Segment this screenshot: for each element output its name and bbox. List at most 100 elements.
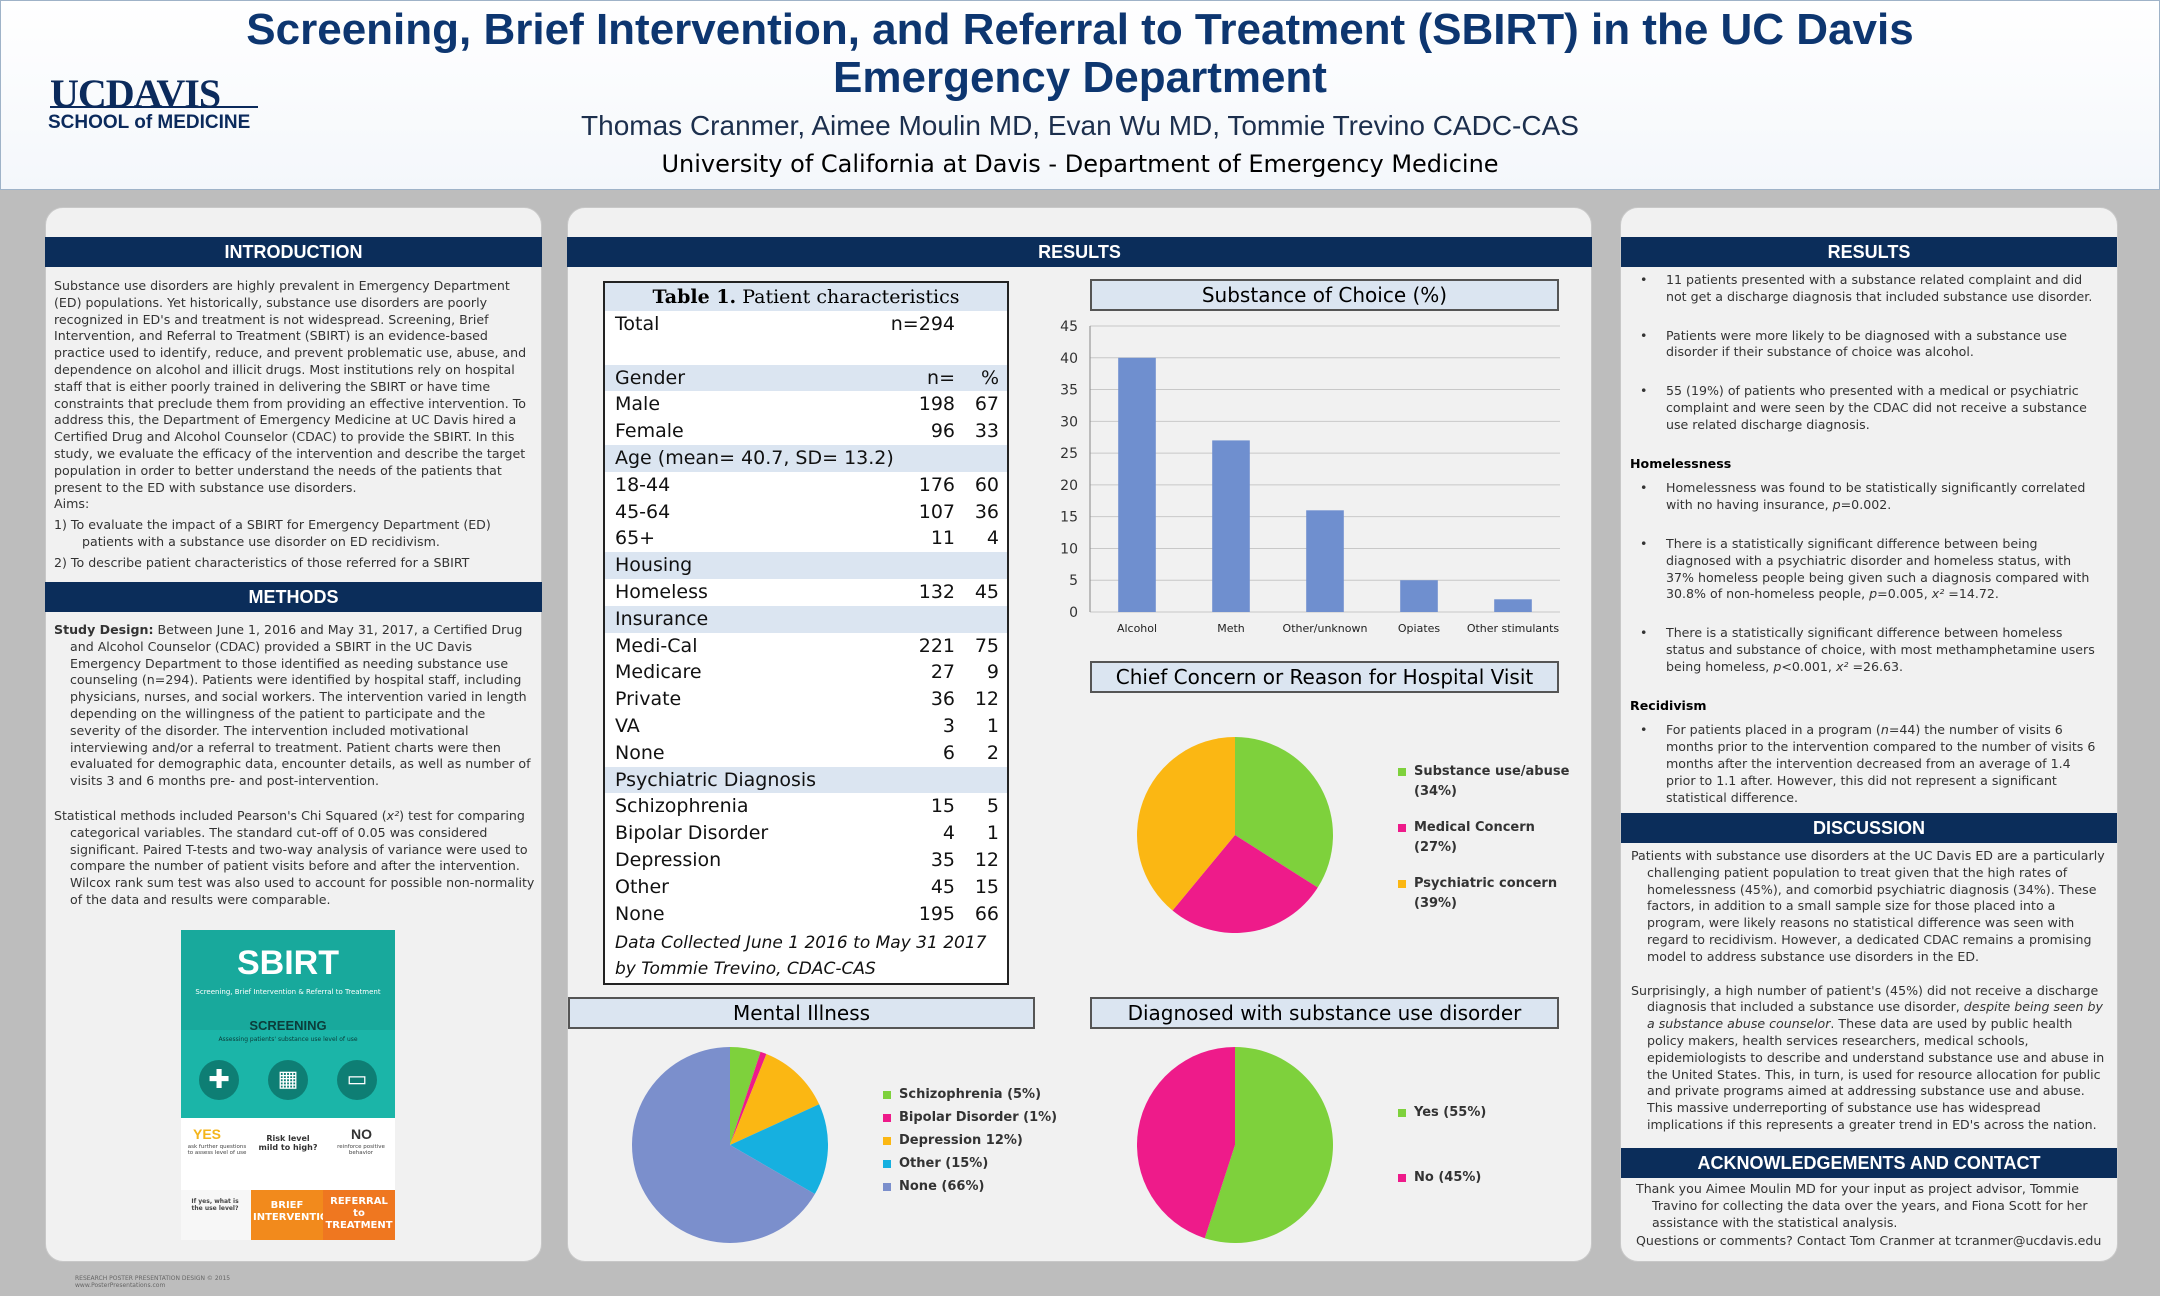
methods-heading: METHODS xyxy=(45,582,542,612)
table-cell-n: 35 xyxy=(930,849,955,871)
bar-y-tick-label: 15 xyxy=(1060,510,1078,526)
legend-label: None (66%) xyxy=(899,1179,985,1194)
bar-other-stimulants xyxy=(1494,599,1532,612)
table-cell-label: 65+ xyxy=(615,527,656,550)
homeless-bullet-2: There is a statistically significant dif… xyxy=(1630,536,2100,603)
acknowledgements-paragraph: Thank you Aimee Moulin MD for your input… xyxy=(1636,1181,2088,1230)
bar-y-tick-label: 35 xyxy=(1060,383,1078,399)
bar-y-tick-label: 30 xyxy=(1060,414,1078,430)
table-row: Homeless 132 45 xyxy=(605,579,1007,606)
legend-substance-use: Substance use/abuse xyxy=(1398,762,1569,782)
pie-slice-medical-concern xyxy=(1172,835,1318,933)
table-cell-percent: 4 xyxy=(986,527,999,550)
table-cell-label: Housing xyxy=(615,554,693,577)
introduction-heading: INTRODUCTION xyxy=(45,237,542,267)
table-cell-n: 4 xyxy=(942,822,955,845)
result-bullet-3: 55 (19%) of patients who presented with … xyxy=(1630,383,2100,433)
results-right-section: 11 patients presented with a substance r… xyxy=(1630,272,2100,828)
table-row: Depression 35 12 xyxy=(605,847,1007,874)
legend-item: No (45%) xyxy=(1398,1168,1486,1188)
table-cell-label: Female xyxy=(615,420,684,443)
table-cell-percent: 9 xyxy=(986,661,999,684)
sbirt-yes-sub: ask further questions to assess level of… xyxy=(187,1144,247,1156)
legend-substance-use-pct: (34%) xyxy=(1414,784,1457,799)
patient-characteristics-table: Table 1. Patient characteristics Total n=… xyxy=(603,281,1009,985)
footer-credit-line2: www.PosterPresentations.com xyxy=(75,1282,166,1289)
legend-item: Yes (55%) xyxy=(1398,1103,1486,1123)
table-row: Total n=294 xyxy=(605,311,1007,338)
legend-swatch xyxy=(883,1090,891,1099)
chief-concern-legend: Substance use/abuse (34%) Medical Concer… xyxy=(1398,762,1569,914)
medical-cross-icon: ✚ xyxy=(199,1060,239,1100)
homeless-bullet-3: There is a statistically significant dif… xyxy=(1630,625,2100,675)
bar-y-tick-label: 20 xyxy=(1060,478,1078,494)
legend-label: Depression 12%) xyxy=(899,1133,1023,1148)
legend-item: None (66%) xyxy=(883,1177,1057,1197)
footer-credit-line1: RESEARCH POSTER PRESENTATION DESIGN © 20… xyxy=(75,1275,231,1282)
table-cell-label: Gender xyxy=(615,366,686,389)
methods-statistics: Statistical methods included Pearson's C… xyxy=(54,807,535,907)
discussion-heading: DISCUSSION xyxy=(1621,813,2117,843)
diagnosed-legend: Yes (55%) No (45%) xyxy=(1398,1103,1486,1188)
chief-concern-title: Chief Concern or Reason for Hospital Vis… xyxy=(1090,661,1559,693)
sbirt-screening: SCREENING xyxy=(249,1018,327,1033)
table-cell-label: Bipolar Disorder xyxy=(615,822,769,845)
table-row: Bipolar Disorder 4 1 xyxy=(605,820,1007,847)
legend-medical-concern: Medical Concern xyxy=(1398,818,1569,838)
sbirt-referral: REFERRAL to TREATMENT xyxy=(325,1196,393,1231)
poster-authors: Thomas Cranmer, Aimee Moulin MD, Evan Wu… xyxy=(581,110,1579,141)
result-bullet-2: Patients were more likely to be diagnose… xyxy=(1630,328,2100,362)
computer-icon: ▭ xyxy=(337,1060,377,1100)
table-cell-n: 107 xyxy=(918,500,955,523)
table-cell-n: n= xyxy=(927,366,955,389)
bar-x-tick-label: Other stimulants xyxy=(1467,622,1560,635)
legend-label: Schizophrenia (5%) xyxy=(899,1087,1042,1102)
bar-alcohol xyxy=(1118,357,1156,612)
pie-slice-schizophrenia xyxy=(730,1047,761,1145)
mental-illness-legend: Schizophrenia (5%) Bipolar Disorder (1%) D… xyxy=(883,1085,1057,1197)
table-cell-percent: 66 xyxy=(974,902,999,925)
legend-psychiatric-concern-pct: (39%) xyxy=(1414,896,1457,911)
pie-slice-bipolar-disorder xyxy=(730,1051,767,1145)
table-note-2: by Tommie Trevino, CDAC-CAS xyxy=(615,959,876,979)
table-row: Male 198 67 xyxy=(605,391,1007,418)
table-cell-label: Insurance xyxy=(615,607,709,630)
table-row: Gender n=% xyxy=(605,364,1007,392)
legend-label: Yes (55%) xyxy=(1414,1105,1487,1120)
logo-rule xyxy=(50,106,258,108)
pie-slice-yes xyxy=(1204,1047,1333,1243)
aims-label: Aims: xyxy=(54,496,90,512)
table-cell-n: n=294 xyxy=(890,313,955,335)
table-cell-percent: 12 xyxy=(974,688,999,711)
diagnosed-title: Diagnosed with substance use disorder xyxy=(1090,997,1559,1029)
substance-chart-title: Substance of Choice (%) xyxy=(1090,279,1559,311)
legend-label: No (45%) xyxy=(1414,1170,1482,1185)
introduction-body: Substance use disorders are highly preva… xyxy=(54,278,527,495)
table-cell-percent: 67 xyxy=(974,393,999,416)
table-row: 18-44 176 60 xyxy=(605,472,1007,499)
bar-x-tick-label: Alcohol xyxy=(1117,622,1157,635)
bar-x-tick-label: Meth xyxy=(1217,622,1245,635)
table-cell-percent: 12 xyxy=(974,849,999,871)
table-cell-percent: 33 xyxy=(974,420,999,443)
table-cell-label: VA xyxy=(615,715,640,737)
table-cell-percent: 5 xyxy=(986,795,999,818)
table-cell-label: 45-64 xyxy=(615,500,671,523)
table-cell-percent: 1 xyxy=(986,715,999,737)
table-cell-n: 132 xyxy=(918,581,955,603)
table-cell-label: Total xyxy=(615,313,660,335)
pie-slice-none xyxy=(632,1047,815,1243)
sbirt-no: NO xyxy=(351,1126,372,1142)
table-cell-label: Schizophrenia xyxy=(615,795,749,818)
table-cell-n: 198 xyxy=(918,393,955,416)
table-cell-percent: 2 xyxy=(986,741,999,764)
table-cell-percent: 75 xyxy=(974,634,999,657)
introduction-section: Substance use disorders are highly preva… xyxy=(54,278,537,582)
sbirt-subtitle: Screening, Brief Intervention & Referral… xyxy=(195,988,381,996)
bar-other-unknown xyxy=(1306,510,1344,612)
bar-y-tick-label: 10 xyxy=(1060,541,1078,557)
bar-opiates xyxy=(1400,580,1438,612)
legend-psychiatric-concern: Psychiatric concern xyxy=(1398,874,1569,894)
sbirt-screening-sub: Assessing patients' substance use level … xyxy=(218,1036,358,1043)
contact-line: Questions or comments? Contact Tom Cranm… xyxy=(1636,1233,2102,1249)
